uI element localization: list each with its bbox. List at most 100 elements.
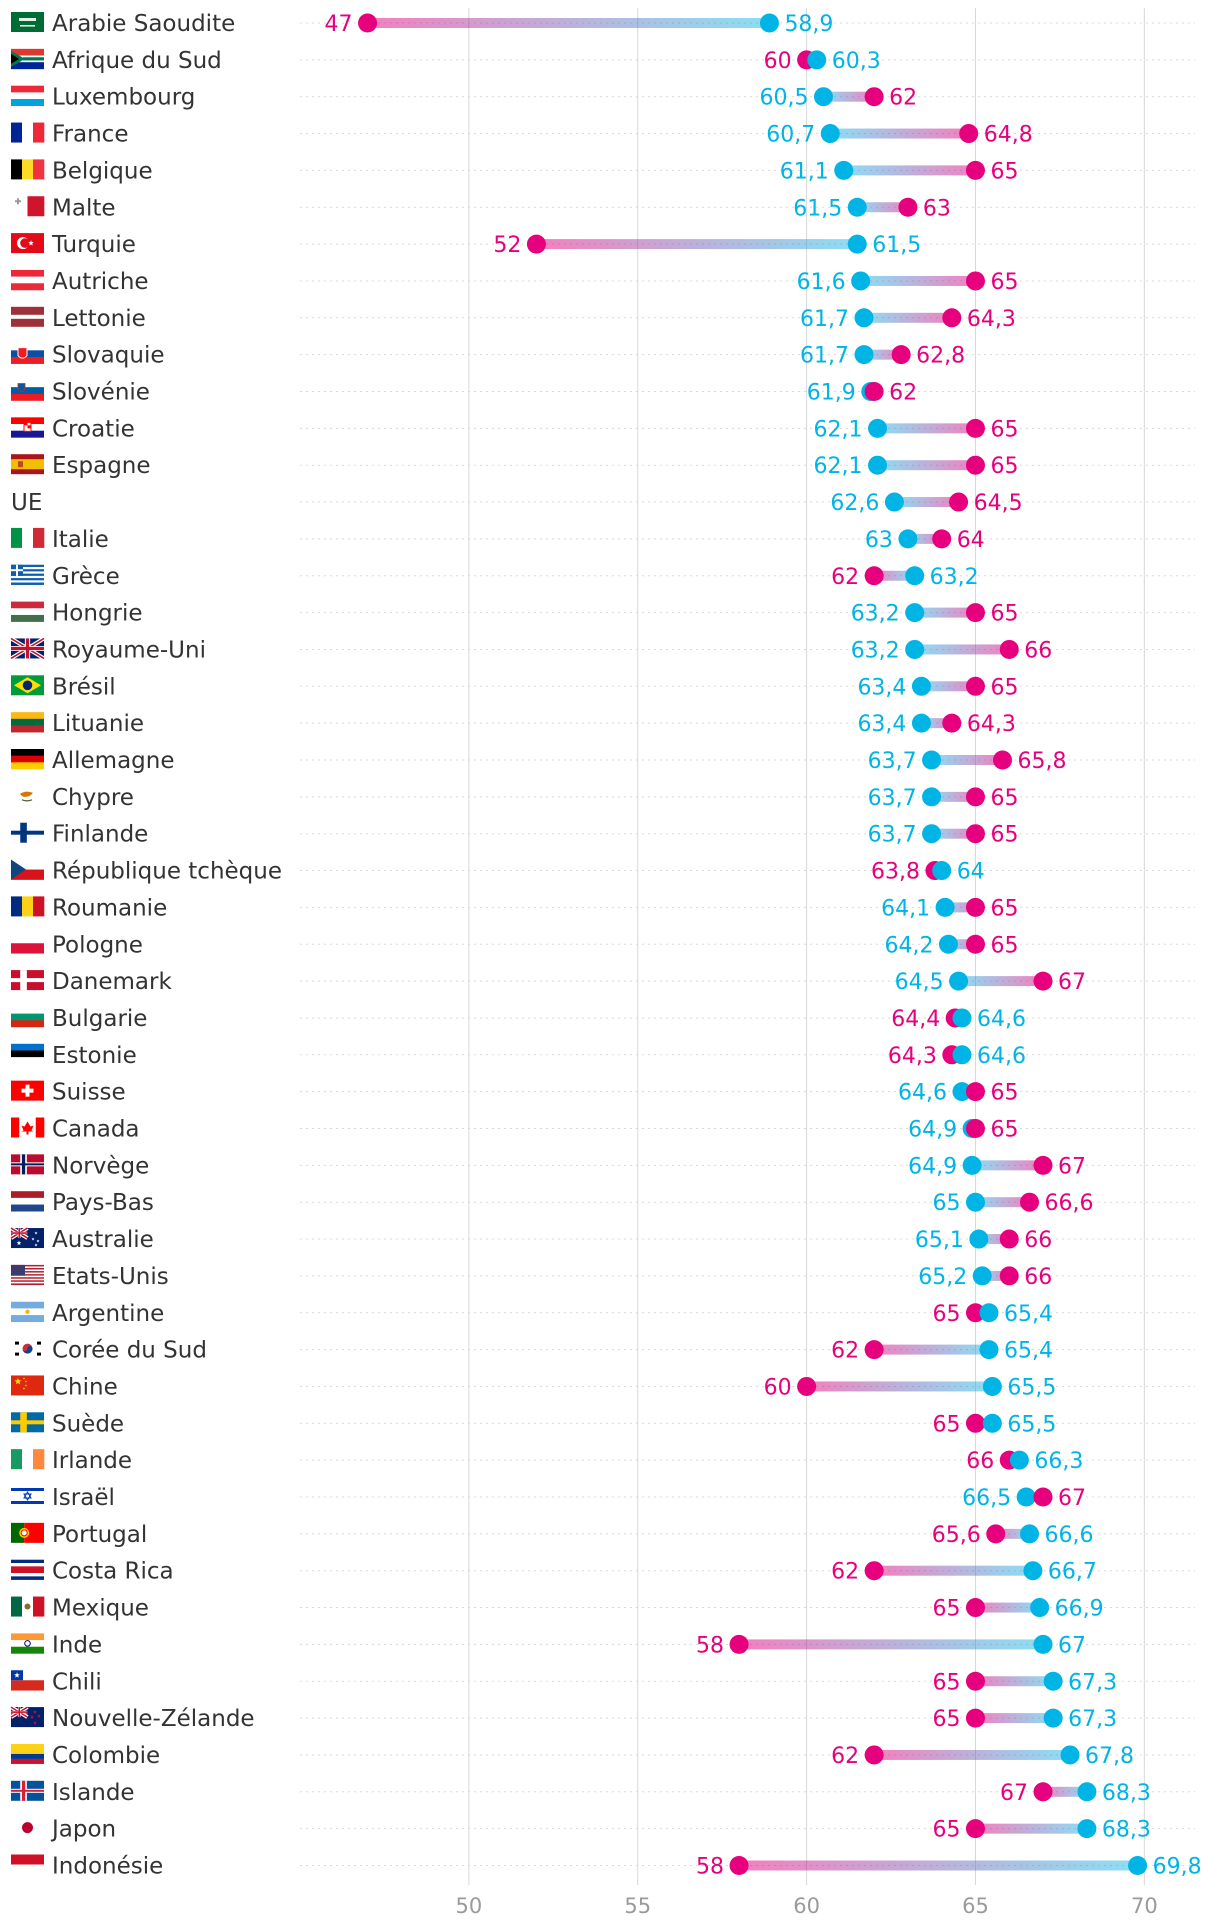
value-label-series-a: 58 — [696, 1855, 724, 1880]
country-label: Mexique — [52, 1596, 149, 1622]
dot-series-a — [526, 234, 546, 254]
range-connector — [907, 533, 942, 544]
value-label-series-b: 63,7 — [868, 749, 917, 774]
dot-series-b — [952, 1082, 972, 1102]
value-label-series-b: 64,6 — [898, 1081, 947, 1106]
country-label: Costa Rica — [52, 1559, 174, 1585]
value-label-series-b: 68,3 — [1102, 1818, 1151, 1843]
dot-series-a — [965, 1598, 985, 1618]
dot-series-b — [949, 971, 969, 991]
dot-series-a — [965, 1082, 985, 1102]
value-label-series-b: 64 — [957, 860, 985, 885]
range-connector — [739, 1639, 1044, 1650]
flag-luxembourg-icon — [11, 85, 44, 106]
range-connector — [975, 1713, 1054, 1724]
value-label-series-a: 65 — [990, 417, 1018, 442]
chart-row: Slovénie 61,9 62 — [11, 380, 1195, 406]
value-label-series-b: 63,2 — [930, 565, 979, 590]
value-label-series-a: 64,8 — [984, 123, 1033, 148]
dot-series-a — [942, 308, 962, 328]
flag-finland-icon — [11, 822, 44, 843]
value-label-series-b: 61,7 — [800, 344, 849, 369]
country-label: Argentine — [52, 1301, 164, 1327]
dot-series-b — [813, 87, 833, 107]
dot-series-b — [847, 234, 867, 254]
country-label: Roumanie — [52, 895, 167, 921]
value-label-series-b: 68,3 — [1102, 1781, 1151, 1806]
flag-japan-icon — [11, 1817, 44, 1838]
range-connector — [536, 239, 858, 250]
chart-row: Argentine 65 65,4 — [11, 1301, 1195, 1327]
range-connector — [975, 1823, 1087, 1834]
value-label-series-a: 64 — [957, 528, 985, 553]
range-connector — [931, 755, 1003, 765]
dot-series-a — [942, 713, 962, 733]
value-label-series-a: 62 — [831, 565, 859, 590]
flag-argentina-icon — [11, 1301, 44, 1323]
range-connector — [975, 1602, 1040, 1613]
range-connector — [921, 718, 952, 729]
range-connector — [806, 1381, 993, 1392]
dot-series-a — [965, 824, 985, 844]
value-label-series-a: 65 — [990, 454, 1018, 479]
country-label: France — [52, 122, 128, 148]
chart-row: Colombie 62 67,8 — [11, 1743, 1195, 1769]
chart-row: Afrique du Sud 60 60,3 — [11, 48, 1195, 74]
country-label: République tchèque — [52, 859, 282, 885]
value-label-series-b: 67,3 — [1068, 1707, 1117, 1732]
dot-series-b — [982, 1413, 1002, 1433]
chart-row: Israël 66,5 67 — [11, 1485, 1195, 1511]
flag-latvia-icon — [11, 306, 44, 327]
dot-series-a — [965, 160, 985, 180]
chart-row: Suède 65 65,5 — [11, 1411, 1195, 1437]
flag-norway-icon — [11, 1154, 44, 1175]
country-label: Etats-Unis — [52, 1264, 169, 1290]
dot-series-a — [949, 492, 969, 512]
country-label: Israël — [52, 1485, 115, 1511]
dot-series-b — [922, 824, 942, 844]
chart-row: Lettonie 61,7 64,3 — [11, 306, 1195, 332]
flag-poland-icon — [11, 933, 44, 954]
value-label-series-a: 65 — [932, 1670, 960, 1695]
flag-united-kingdom-icon — [9, 636, 46, 661]
chart-row: Chili 65 67,3 — [11, 1669, 1195, 1695]
range-connector — [972, 1160, 1044, 1171]
value-label-series-b: 66,9 — [1055, 1597, 1104, 1622]
dot-series-a — [965, 897, 985, 917]
dot-series-a — [1033, 971, 1053, 991]
chart-row: Etats-Unis 65,2 66 — [11, 1264, 1195, 1290]
value-label-series-b: 63,4 — [857, 675, 906, 700]
chart-row: Costa Rica 62 66,7 — [11, 1559, 1195, 1585]
flag-india-icon — [11, 1633, 44, 1654]
value-label-series-a: 65 — [932, 1707, 960, 1732]
value-label-series-a: 62 — [831, 1744, 859, 1769]
value-label-series-b: 67,8 — [1085, 1744, 1134, 1769]
chart-row: Canada 64,9 65 — [11, 1117, 1195, 1143]
flag-germany-icon — [11, 749, 44, 770]
country-label: Allemagne — [52, 748, 175, 774]
x-tick-label: 50 — [456, 1894, 483, 1918]
flag-united-states-icon — [11, 1264, 44, 1286]
dot-series-b — [1077, 1782, 1097, 1802]
value-label-series-b: 63,7 — [868, 786, 917, 811]
dot-series-a — [1020, 1192, 1040, 1212]
country-label: Suisse — [52, 1080, 126, 1106]
value-label-series-b: 64,1 — [881, 896, 930, 921]
flag-australia-icon — [9, 1226, 44, 1249]
dot-series-b — [820, 124, 840, 144]
value-label-series-a: 62,8 — [916, 344, 965, 369]
range-connector — [367, 18, 770, 28]
value-label-series-a: 66 — [1024, 1265, 1052, 1290]
dot-series-a — [965, 934, 985, 954]
x-axis: 50 55 60 65 70 — [456, 1894, 1158, 1918]
dot-series-b — [854, 345, 874, 365]
dot-series-b — [922, 787, 942, 807]
range-connector — [945, 902, 976, 913]
value-label-series-b: 63,7 — [868, 823, 917, 848]
x-tick-label: 55 — [624, 1894, 651, 1918]
range-connector — [860, 275, 976, 286]
value-label-series-b: 64,6 — [977, 1044, 1026, 1069]
value-label-series-a: 65 — [990, 1081, 1018, 1106]
value-label-series-a: 62 — [889, 381, 917, 406]
